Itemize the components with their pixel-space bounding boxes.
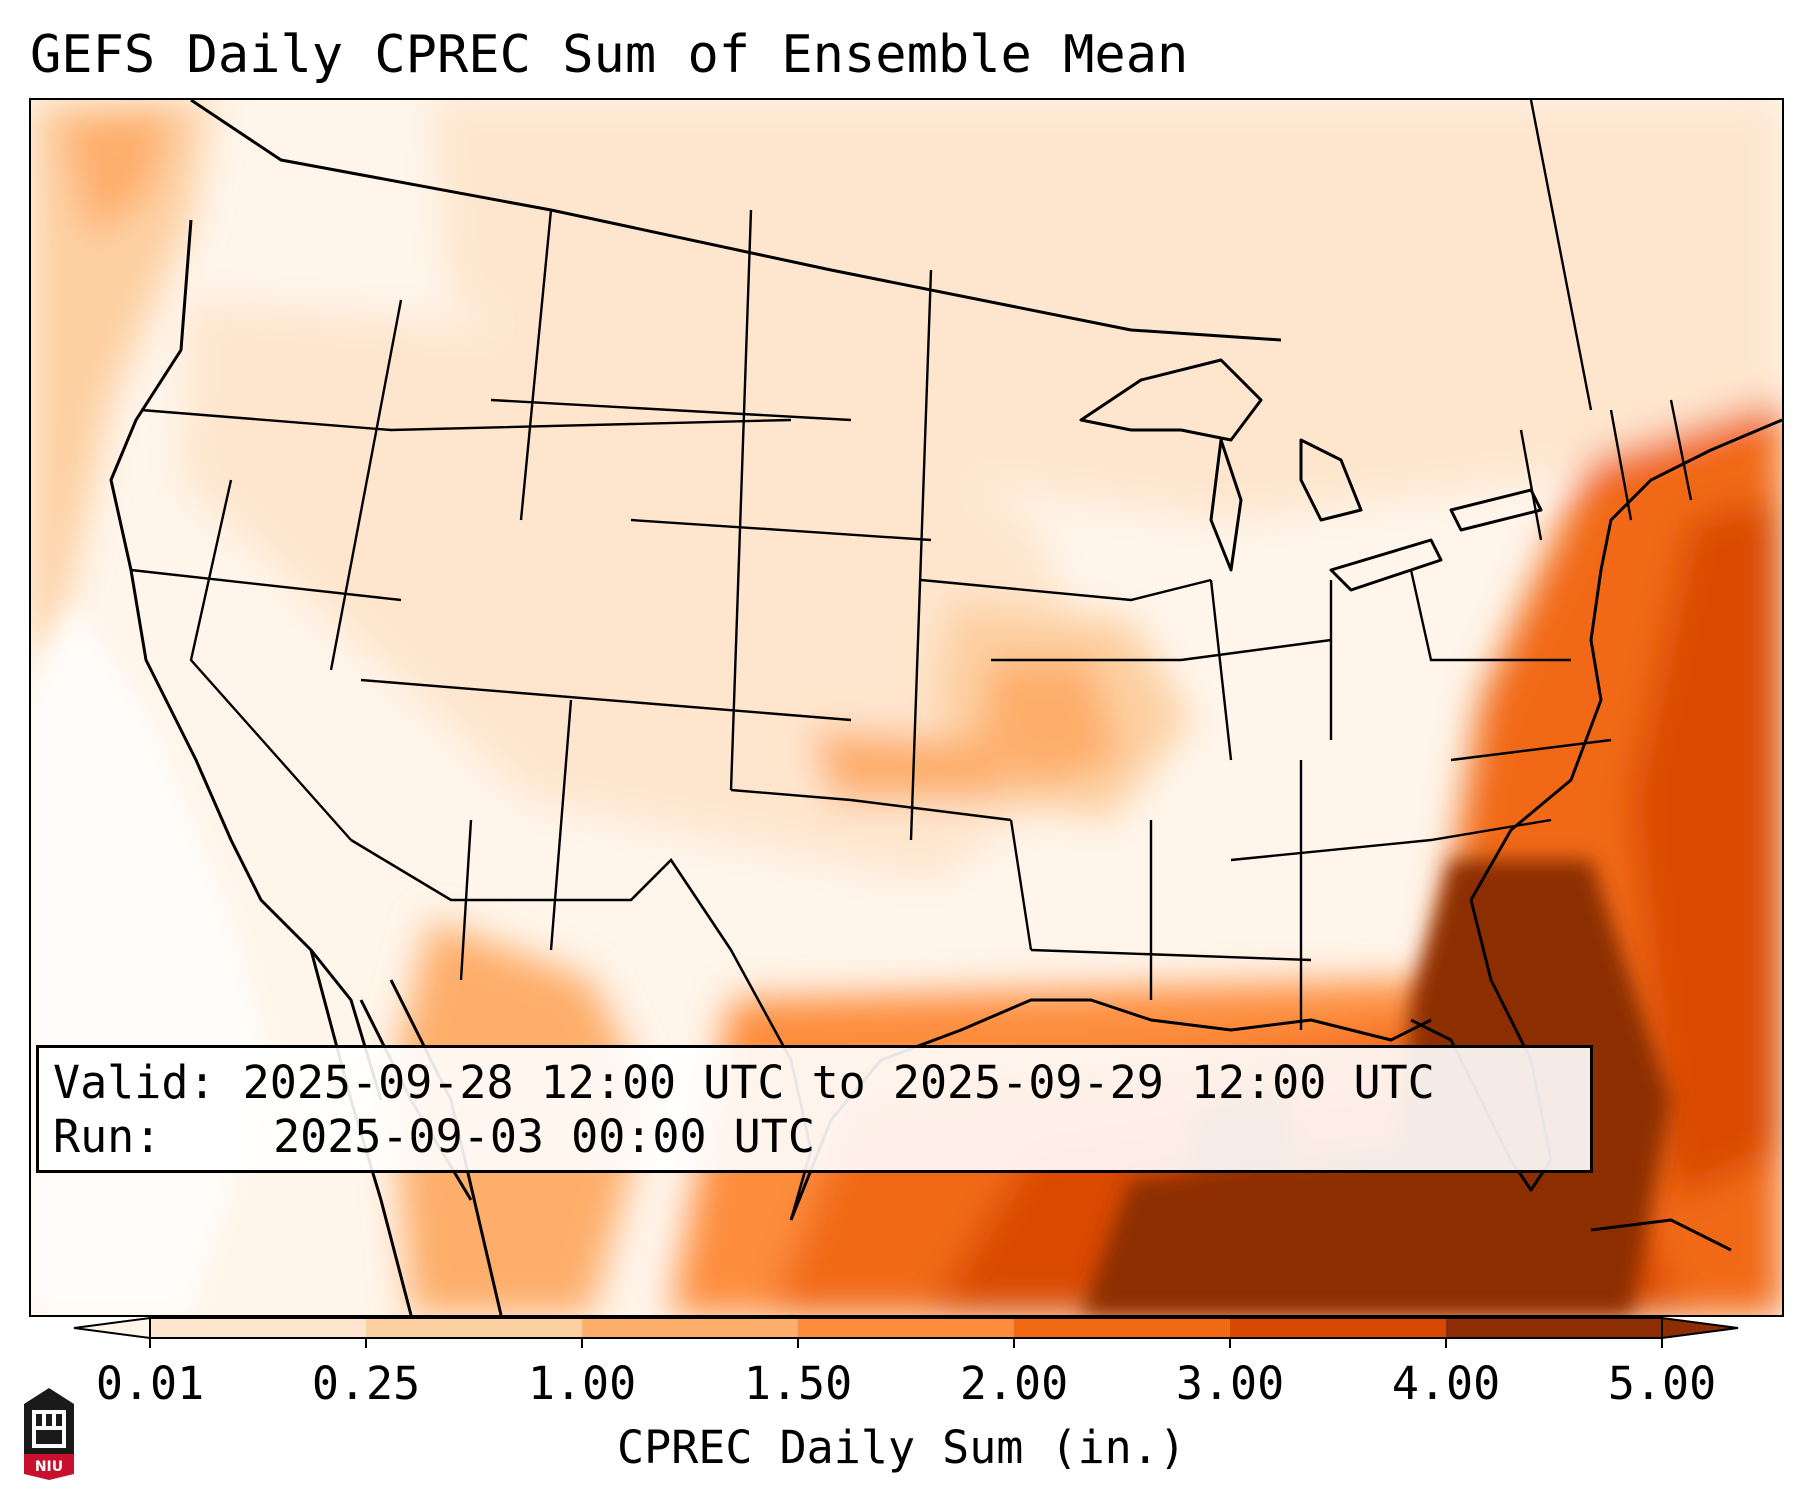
boundaries (109, 100, 1782, 1315)
lake-erie (1329, 538, 1443, 592)
logo-text: NIU (35, 1459, 63, 1475)
colorbar-label: CPREC Daily Sum (in.) (617, 1421, 1186, 1474)
colorbar-segment (1230, 1318, 1447, 1338)
colorbar-extend-low (73, 1316, 151, 1340)
colorbar-tick-label: 3.00 (1175, 1357, 1285, 1410)
state-borders (130, 100, 1693, 1030)
run-value: 2025-09-03 00:00 UTC (273, 1110, 815, 1163)
colorbar-ticks (149, 1338, 1663, 1348)
lake-superior (1079, 358, 1263, 442)
valid-line: Valid: 2025-09-28 12:00 UTC to 2025-09-2… (53, 1056, 1576, 1110)
colorbar-tick-label: 5.00 (1607, 1357, 1717, 1410)
colorbar-tick-label: 1.50 (743, 1357, 853, 1410)
run-line: Run: 2025-09-03 00:00 UTC (53, 1110, 1576, 1164)
lake-ontario (1449, 488, 1543, 532)
colorbar-segment (366, 1318, 583, 1338)
colorbar-tick-label: 4.00 (1391, 1357, 1501, 1410)
lake-huron (1299, 438, 1363, 522)
lake-michigan (1209, 438, 1243, 572)
niu-logo-icon: NIU (24, 1388, 74, 1480)
valid-time-box: Valid: 2025-09-28 12:00 UTC to 2025-09-2… (36, 1045, 1593, 1173)
run-label: Run: (53, 1110, 162, 1163)
colorbar-segment (798, 1318, 1015, 1338)
colorbar-tick-label: 0.01 (95, 1357, 205, 1410)
colorbar-segment (1446, 1318, 1663, 1338)
colorbar-tick-label: 1.00 (527, 1357, 637, 1410)
colorbar-tick-label: 2.00 (959, 1357, 1069, 1410)
chart-title: GEFS Daily CPREC Sum of Ensemble Mean (30, 25, 1189, 85)
east-coast (1469, 418, 1782, 901)
west-coast (109, 219, 383, 1101)
colorbar-tick-label: 0.25 (311, 1357, 421, 1410)
valid-value: 2025-09-28 12:00 UTC to 2025-09-29 12:00… (242, 1056, 1435, 1109)
colorbar-outline (149, 1317, 1663, 1339)
colorbar-segment (582, 1318, 799, 1338)
colorbar-segment (150, 1318, 367, 1338)
canada-border (190, 100, 1282, 342)
colorbar-extend-high (1661, 1316, 1739, 1340)
colorbar-segments (73, 1316, 1739, 1340)
colorbar-segment (1014, 1318, 1231, 1338)
valid-label: Valid: (53, 1056, 216, 1109)
